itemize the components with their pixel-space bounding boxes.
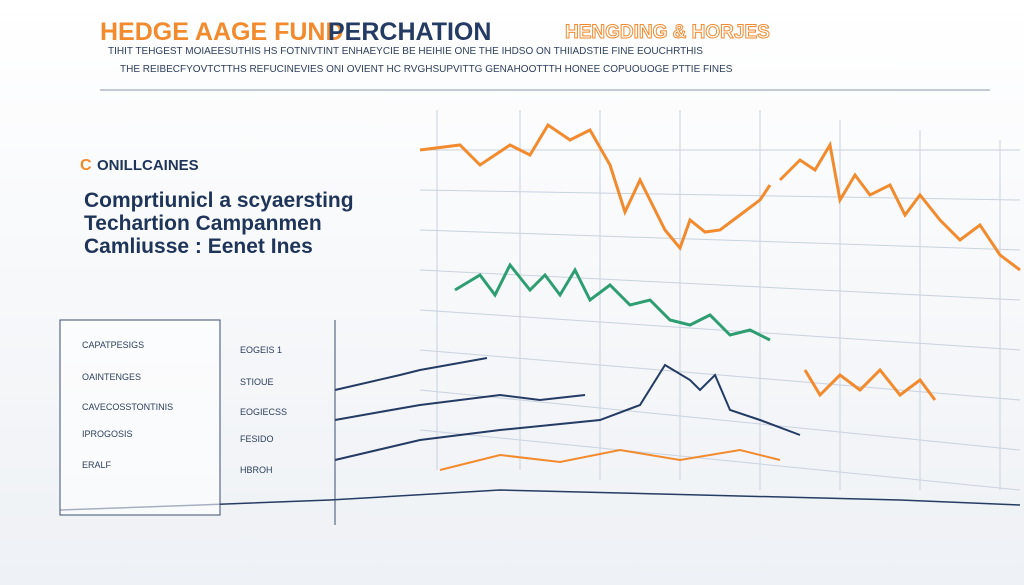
panel-label: CAPATPESIGS	[82, 340, 144, 350]
panel-label: EOGEIS 1	[240, 345, 282, 355]
sidebar-heading: ONILLCAINES	[97, 157, 199, 174]
panel-label: HBROH	[240, 465, 273, 475]
title-outline: HENGDING & HORJES	[565, 22, 770, 43]
subtitle: THE REIBECFYOVTCTTHS REFUCINEVIES ONI OV…	[120, 64, 733, 75]
decor-line	[334, 363, 801, 461]
sidebar-icon: C	[80, 157, 92, 174]
title: HEDGE AAGE FUND	[100, 18, 344, 46]
panel-label: OAINTENGES	[82, 372, 141, 382]
sidebar-line: Techartion Campanmen	[84, 212, 322, 235]
panel	[59, 319, 221, 516]
grid	[419, 110, 1021, 491]
decor-line	[803, 367, 937, 401]
panel-label: FESIDO	[240, 434, 274, 444]
panel-label: CAVECOSSTONTINIS	[82, 402, 173, 412]
title: PERCHATION	[328, 18, 491, 46]
decor-line	[334, 357, 488, 391]
sidebar-line: Comprtiunicl a scyaersting	[84, 189, 354, 212]
decor-line	[439, 448, 781, 471]
panel-label: ERALF	[82, 460, 112, 470]
sidebar-line: Camliusse : Eenet Ines	[84, 235, 313, 258]
decor-line	[454, 262, 771, 342]
subtitle: TIHIT TEHGEST MOIAEESUTHIS HS FOTNIVTINT…	[108, 46, 703, 57]
panel-label: STIOUE	[240, 377, 274, 387]
decor-line	[419, 122, 772, 251]
panel-label: EOGIECSS	[240, 407, 287, 417]
panel-label: IPROGOSIS	[82, 429, 133, 439]
decor-line	[334, 393, 586, 421]
decor-line	[778, 140, 1021, 272]
